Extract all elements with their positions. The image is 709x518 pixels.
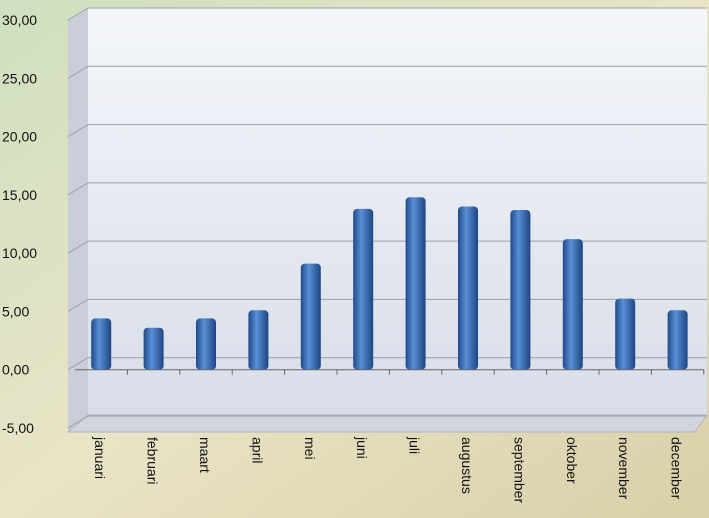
grid-line (67, 240, 89, 254)
x-tick-label: februari (145, 437, 161, 484)
grid-line (67, 415, 89, 429)
y-tick-label: 15,00 (2, 187, 37, 203)
y-tick-label: 20,00 (2, 129, 37, 145)
bar (562, 239, 583, 370)
bar (353, 208, 374, 370)
x-tick-label: november (616, 437, 632, 500)
bar (667, 310, 688, 370)
bar (458, 206, 478, 370)
bar (300, 263, 321, 370)
bar (405, 197, 426, 370)
y-tick-label: 5,00 (2, 303, 29, 319)
side-wall (68, 8, 88, 432)
bar (143, 327, 164, 370)
x-tick-label: juni (354, 436, 370, 459)
y-tick-label: 10,00 (2, 245, 37, 261)
back-wall (88, 8, 707, 415)
y-tick-label: -5,00 (2, 420, 34, 436)
bar (510, 210, 531, 370)
grid-line (67, 7, 89, 21)
grid-line (67, 124, 89, 138)
x-tick-label: augustus (459, 437, 475, 494)
x-tick-label: maart (197, 437, 213, 473)
bar (248, 310, 269, 370)
x-tick-label: juli (407, 436, 423, 454)
floor (66, 414, 708, 433)
y-tick-label: 25,00 (2, 70, 37, 86)
x-tick-label: mei (302, 437, 318, 460)
x-tick-label: april (249, 437, 265, 463)
x-tick-label: december (669, 437, 685, 500)
grid-line (67, 182, 89, 196)
grid-line (67, 357, 89, 371)
bar (91, 318, 112, 370)
grid-line (67, 65, 89, 79)
x-tick-label: september (511, 437, 527, 503)
y-tick-label: 30,00 (2, 12, 37, 28)
y-tick-label: 0,00 (2, 362, 29, 378)
grid-line (67, 298, 89, 312)
bar (615, 298, 636, 370)
x-tick-label: oktober (564, 437, 580, 484)
x-tick-label: januari (92, 436, 108, 479)
bar (196, 318, 216, 370)
